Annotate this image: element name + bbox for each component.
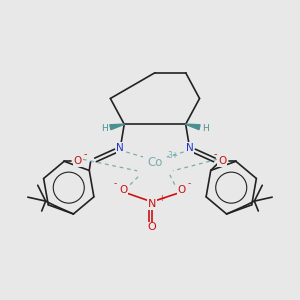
- Text: N: N: [186, 143, 194, 153]
- Text: -: -: [114, 179, 117, 188]
- Text: O: O: [218, 156, 226, 166]
- Text: -: -: [188, 179, 191, 188]
- Text: O: O: [178, 184, 186, 195]
- Text: N: N: [116, 143, 124, 153]
- Text: -: -: [213, 149, 217, 159]
- Text: O: O: [119, 184, 128, 195]
- Text: Co: Co: [147, 156, 163, 170]
- Text: N: N: [148, 200, 156, 209]
- Text: O: O: [74, 156, 82, 166]
- Text: +: +: [159, 194, 165, 203]
- Text: O: O: [148, 222, 156, 232]
- Text: -: -: [83, 149, 87, 159]
- Polygon shape: [110, 124, 124, 130]
- Text: H: H: [101, 124, 108, 133]
- Text: H: H: [202, 124, 209, 133]
- Text: 3+: 3+: [167, 152, 178, 160]
- Polygon shape: [186, 124, 200, 130]
